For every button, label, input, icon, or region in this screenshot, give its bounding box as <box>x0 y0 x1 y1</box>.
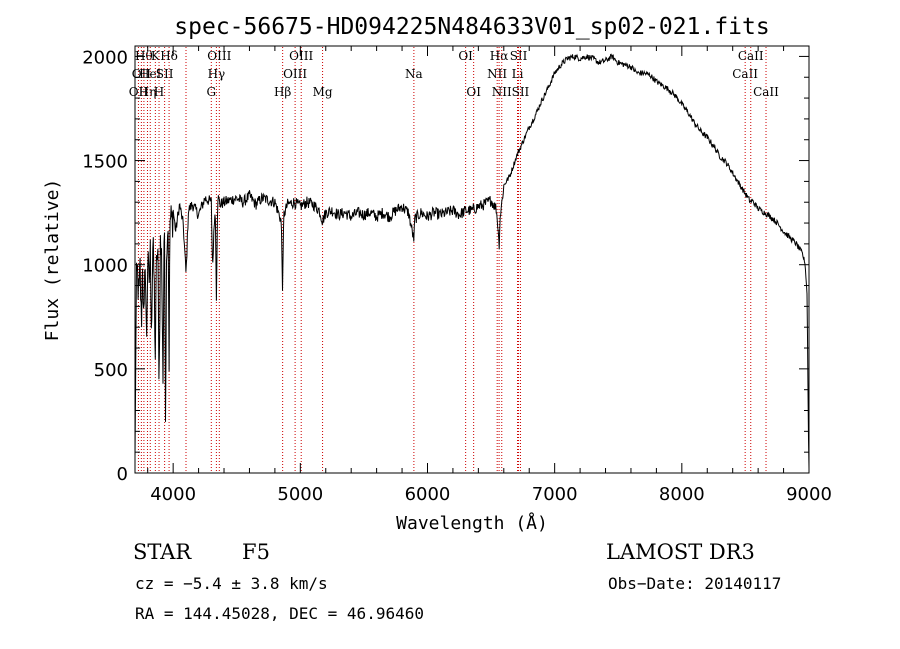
line-marker-label-26: CaII <box>732 67 758 81</box>
line-marker-label-8: Hδ <box>160 49 178 63</box>
line-marker-label-5: K <box>151 49 161 63</box>
y-tick-label: 2000 <box>82 47 128 68</box>
x-axis-label: Wavelength (Å) <box>396 512 548 534</box>
line-marker-label-23: Li <box>512 67 524 81</box>
line-marker-label-24: SII <box>510 49 528 63</box>
line-marker-label-22: NII <box>492 85 512 99</box>
line-marker-label-18: OI <box>458 49 473 63</box>
y-tick-label: 1000 <box>82 256 128 277</box>
line-marker-label-3: Hη <box>139 85 157 99</box>
chart-title: spec-56675-HD094225N484633V01_sp02-021.f… <box>174 14 769 40</box>
spectrum-line <box>134 53 810 469</box>
plot-frame <box>134 45 810 474</box>
coordinates: RA = 144.45028, DEC = 46.96460 <box>135 604 424 623</box>
x-axis: 4000 5000 6000 7000 8000 9000 <box>147 46 832 505</box>
y-tick-label: 1500 <box>82 152 128 173</box>
line-marker-label-25: SII <box>512 85 530 99</box>
line-marker-label-27: CaII <box>738 49 764 63</box>
line-marker-label-20: NII <box>487 67 507 81</box>
object-type: STAR <box>133 540 192 564</box>
line-marker-label-10: G <box>207 85 217 99</box>
line-marker-label-17: Na <box>405 67 423 81</box>
line-marker-label-16: Mg <box>313 85 333 99</box>
line-marker-label-11: Hγ <box>208 67 226 81</box>
spectral-subclass: F5 <box>242 540 270 564</box>
spectral-line-markers: OIIOIIHθHηHeIKHSIIHδGHγOIIIHβOIIIOIIIMgN… <box>129 47 779 472</box>
observation-date: Obs−Date: 20140117 <box>608 574 782 593</box>
line-marker-label-19: OI <box>466 85 481 99</box>
line-marker-label-15: OIII <box>289 49 313 63</box>
line-marker-label-6: H <box>154 85 164 99</box>
x-tick-label: 4000 <box>150 484 196 505</box>
y-axis-label: Flux (relative) <box>42 179 63 342</box>
line-marker-label-28: CaII <box>753 85 779 99</box>
x-tick-label: 9000 <box>786 484 832 505</box>
y-axis: 0 500 1000 1500 2000 <box>82 47 809 485</box>
x-tick-label: 5000 <box>277 484 323 505</box>
spectrum-series <box>134 53 810 469</box>
line-marker-label-21: Hα <box>490 49 509 63</box>
line-marker-label-12: OIII <box>207 49 231 63</box>
line-marker-label-14: OIII <box>283 67 307 81</box>
x-tick-label: 6000 <box>405 484 451 505</box>
line-marker-label-7: SII <box>156 67 174 81</box>
line-marker-label-13: Hβ <box>274 85 291 99</box>
x-tick-label: 7000 <box>532 484 578 505</box>
redshift-value: cz = −5.4 ± 3.8 km/s <box>135 574 328 593</box>
y-tick-label: 500 <box>94 360 128 381</box>
line-marker-label-4: HeI <box>139 67 162 81</box>
survey-name: LAMOST DR3 <box>606 540 755 564</box>
y-tick-label: 0 <box>117 464 128 485</box>
x-tick-label: 8000 <box>659 484 705 505</box>
